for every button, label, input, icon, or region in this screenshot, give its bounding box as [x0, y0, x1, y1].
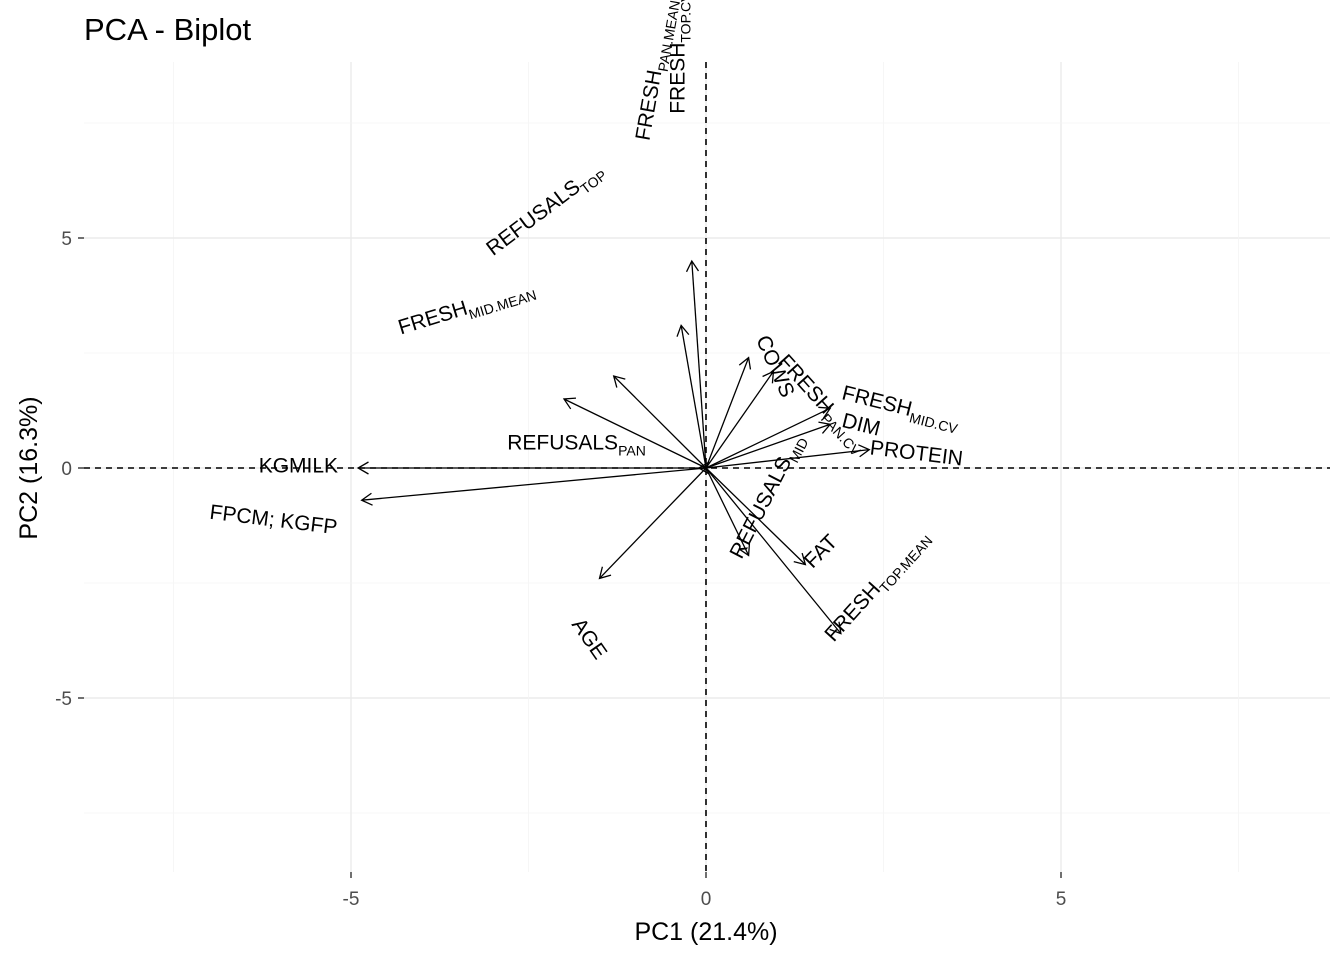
- label-base: REFUSALS: [482, 175, 584, 260]
- x-axis-title: PC1 (21.4%): [634, 918, 777, 946]
- arrowhead: [858, 444, 871, 458]
- y-axis-title: PC2 (16.3%): [15, 396, 43, 539]
- vector-line: [705, 371, 774, 469]
- y-tick-label: -5: [55, 689, 72, 710]
- variable-label-fat: FAT: [800, 530, 843, 573]
- arrowhead: [793, 552, 807, 566]
- variable-label-age: AGE: [567, 614, 611, 664]
- vector-line: [691, 260, 707, 469]
- label-subscript: MID.CV: [908, 409, 960, 437]
- vector-refusals-mid: [705, 467, 751, 557]
- vector-line: [361, 467, 707, 501]
- arrowhead: [818, 406, 832, 419]
- label-base: AGE: [567, 614, 611, 664]
- label-subscript: MID: [786, 435, 812, 465]
- arrowhead: [685, 259, 700, 273]
- vector-line: [705, 448, 870, 469]
- vector-line: [613, 375, 707, 469]
- variable-label-fresh-mid-mean: FRESHMID.MEAN: [395, 276, 538, 343]
- vector-fresh-pan-cv: [705, 370, 775, 469]
- vector-line: [705, 407, 831, 469]
- vector-dim: [705, 421, 832, 469]
- loading-vectors: [356, 259, 871, 635]
- vector-age: [598, 467, 707, 580]
- vector-line: [705, 357, 750, 469]
- variable-label-fpcm-kgfp: FPCM; KGFP: [208, 501, 338, 539]
- vector-fresh-top-cv: [685, 259, 707, 469]
- vector-fresh-pan-mean: [676, 324, 707, 469]
- zero-lines: [84, 62, 1330, 872]
- label-base: FRESH: [667, 43, 690, 114]
- label-base: FPCM; KGFP: [208, 501, 338, 539]
- vector-line: [705, 467, 750, 556]
- axis-ticks: -5 0 5 -5 0 5: [55, 229, 1066, 910]
- label-base: FAT: [800, 530, 843, 573]
- vector-fpcm-kgfp: [360, 467, 707, 506]
- variable-label-kgmilk: KGMILK: [259, 455, 338, 478]
- y-tick-label: 5: [61, 229, 72, 250]
- arrowhead: [762, 370, 775, 384]
- label-subscript: PAN: [618, 443, 646, 459]
- vector-line: [680, 325, 707, 469]
- label-base: PROTEIN: [869, 436, 964, 470]
- vector-line: [599, 467, 707, 579]
- label-base: FRESH: [395, 297, 470, 340]
- vector-kgmilk: [356, 461, 706, 475]
- arrowhead: [829, 621, 842, 635]
- x-tick-label: 0: [701, 889, 712, 910]
- variable-label-refusals-top: REFUSALSTOP: [482, 158, 610, 263]
- label-subscript: TOP.MEAN: [876, 532, 935, 596]
- y-tick-label: 0: [61, 459, 72, 480]
- vector-fat: [705, 467, 807, 566]
- arrowhead: [598, 566, 612, 580]
- vector-fresh-mid-mean: [562, 397, 707, 469]
- vector-fresh-mid-cv: [705, 406, 832, 469]
- vector-line: [705, 423, 831, 469]
- vector-line: [705, 467, 806, 566]
- arrowhead: [356, 461, 369, 475]
- vector-line: [563, 398, 707, 469]
- arrowhead: [738, 356, 752, 370]
- grid: [84, 62, 1330, 872]
- arrowhead: [360, 492, 373, 506]
- label-subscript: MID.MEAN: [467, 287, 539, 323]
- variable-label-refusals-pan: REFUSALSPAN: [507, 432, 646, 459]
- variable-label-fresh-top-cv: FRESHTOP.CV: [667, 0, 694, 114]
- variable-label-protein: PROTEIN: [869, 436, 964, 470]
- arrowhead: [676, 324, 690, 337]
- vector-protein: [705, 444, 871, 469]
- arrowhead: [562, 397, 577, 410]
- vector-cows: [705, 356, 752, 469]
- x-tick-label: 5: [1056, 889, 1067, 910]
- vector-line: [705, 467, 842, 635]
- label-base: KGMILK: [259, 455, 338, 478]
- arrowhead: [612, 375, 626, 388]
- label-subscript: TOP.CV: [678, 0, 694, 43]
- label-base: REFUSALS: [507, 432, 618, 455]
- label-base: FRESH: [820, 578, 885, 646]
- vector-refusals-top: [612, 375, 707, 469]
- x-tick-label: -5: [343, 889, 360, 910]
- arrowhead: [818, 421, 832, 434]
- arrowhead: [738, 543, 751, 557]
- vector-fresh-top-mean: [705, 467, 842, 635]
- chart-title: PCA - Biplot: [84, 12, 252, 47]
- label-base: FRESH: [631, 68, 666, 142]
